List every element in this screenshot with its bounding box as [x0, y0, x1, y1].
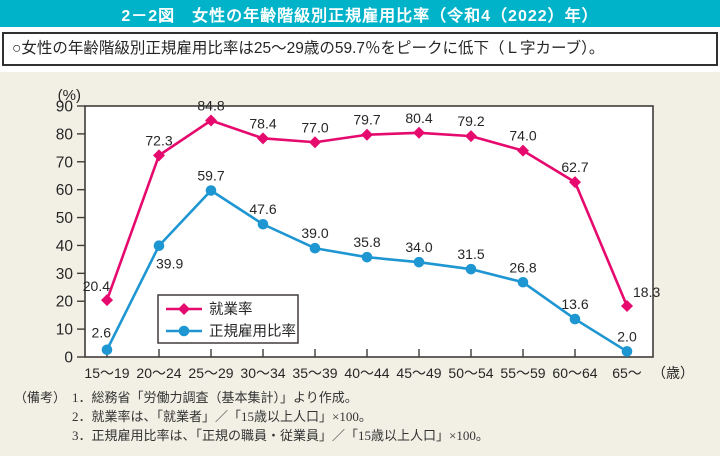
data-point-marker — [178, 303, 190, 315]
notes-lines: 1．総務省「労働力調査（基本集計）」より作成。 2．就業率は、「就業者」／「15… — [72, 388, 720, 445]
line-chart: (%) 0 10 20 30 40 50 60 70 80 90 15〜19 20〜24 25〜29 30〜… — [56, 87, 694, 381]
data-point-marker — [413, 256, 425, 268]
data-point-marker — [257, 218, 269, 230]
data-point-marker — [361, 251, 373, 263]
note-line-1: 1．総務省「労働力調査（基本集計）」より作成。 — [72, 390, 358, 405]
data-point-label: 78.4 — [249, 115, 276, 131]
legend-item-label: 正規雇用比率 — [209, 323, 296, 340]
key-point-text: ○女性の年齢階級別正規雇用比率は25〜29歳の59.7％をピークに低下（Ｌ字カー… — [12, 40, 605, 57]
chart-panel: (%) 0 10 20 30 40 50 60 70 80 90 15〜19 20〜24 25〜29 30〜… — [0, 72, 720, 456]
data-point-marker — [101, 294, 113, 307]
data-point-label: 26.8 — [509, 259, 536, 275]
data-point-label: 2.0 — [617, 328, 637, 344]
data-point-label: 80.4 — [405, 110, 432, 126]
data-point-label: 39.0 — [301, 225, 328, 241]
data-point-label: 62.7 — [561, 159, 588, 175]
y-tick-label: 80 — [56, 126, 74, 143]
data-point-label: 13.6 — [561, 296, 588, 312]
x-tick-label: 15〜19 — [84, 365, 129, 381]
data-point-label: 59.7 — [197, 168, 224, 184]
x-tick-label: 45〜49 — [396, 365, 441, 381]
x-axis-unit-label: （歳） — [652, 365, 694, 381]
data-point-label: 72.3 — [145, 132, 172, 148]
data-point-label: 77.0 — [301, 119, 328, 135]
data-point-marker — [621, 299, 633, 312]
data-point-marker — [413, 126, 425, 139]
data-point-label: 79.7 — [353, 112, 380, 128]
data-point-marker — [153, 149, 165, 162]
data-point-marker — [569, 176, 581, 189]
data-point-marker — [205, 114, 217, 127]
data-point-marker — [205, 185, 217, 196]
series-正規雇用比率 — [101, 185, 633, 357]
x-tick-label: 35〜39 — [292, 365, 337, 381]
y-tick-label: 30 — [56, 266, 74, 283]
x-tick-label: 25〜29 — [188, 365, 233, 381]
data-point-marker — [569, 313, 581, 325]
y-tick-label: 70 — [56, 154, 74, 171]
notes-label: （備考） — [14, 390, 67, 405]
data-point-marker — [178, 325, 190, 337]
data-point-marker — [465, 130, 477, 143]
data-point-marker — [101, 344, 113, 356]
data-point-label: 20.4 — [83, 278, 110, 294]
series-就業率 — [101, 114, 633, 312]
data-point-marker — [257, 132, 269, 145]
figure-title-band: 2－2図 女性の年齢階級別正規雇用比率（令和4（2022）年） — [0, 0, 720, 27]
y-tick-label: 10 — [56, 322, 74, 339]
x-tick-label: 50〜54 — [448, 365, 493, 381]
y-tick-label: 20 — [56, 294, 74, 311]
data-point-label: 74.0 — [509, 128, 536, 144]
data-point-marker — [361, 128, 373, 141]
data-point-label: 47.6 — [249, 201, 276, 217]
figure-title: 2－2図 女性の年齢階級別正規雇用比率（令和4（2022）年） — [121, 7, 599, 25]
data-point-label: 34.0 — [405, 239, 432, 255]
x-tick-label: 40〜44 — [344, 365, 389, 381]
y-tick-label: 0 — [64, 350, 73, 367]
data-point-marker — [309, 136, 321, 149]
note-line-3: 3．正規雇用比率は、「正規の職員・従業員」／「15歳以上人口」×100。 — [72, 428, 489, 443]
x-tick-label: 55〜59 — [500, 365, 545, 381]
data-point-marker — [517, 276, 529, 288]
data-point-marker — [621, 346, 633, 357]
data-point-label: 18.3 — [633, 284, 660, 300]
x-tick-label: 60〜64 — [552, 365, 597, 381]
data-point-marker — [153, 240, 165, 252]
x-tick-label: 20〜24 — [136, 365, 181, 381]
note-line-2: 2．就業率は、「就業者」／「15歳以上人口」×100。 — [72, 409, 372, 424]
y-axis-unit-label: (%) — [58, 87, 81, 104]
data-point-label: 79.2 — [457, 113, 484, 129]
key-point-box: ○女性の年齢階級別正規雇用比率は25〜29歳の59.7％をピークに低下（Ｌ字カー… — [2, 32, 718, 66]
y-tick-label: 60 — [56, 182, 74, 199]
data-point-label: 2.6 — [92, 325, 112, 341]
data-point-marker — [465, 263, 477, 275]
x-tick-label: 65〜 — [612, 365, 642, 381]
data-point-marker — [517, 144, 529, 157]
legend — [157, 294, 299, 344]
data-point-marker — [309, 242, 321, 254]
y-tick-label: 50 — [56, 210, 74, 227]
notes: （備考） 1．総務省「労働力調査（基本集計）」より作成。 2．就業率は、「就業者… — [0, 388, 720, 445]
y-tick-label: 90 — [56, 99, 74, 116]
x-tick-label: 30〜34 — [240, 365, 285, 381]
data-point-label: 35.8 — [353, 234, 380, 250]
data-point-label: 39.9 — [156, 256, 183, 272]
data-point-label: 31.5 — [457, 246, 484, 262]
legend-item-label: 就業率 — [209, 301, 253, 318]
data-point-label: 84.8 — [197, 98, 224, 114]
y-tick-label: 40 — [56, 238, 74, 255]
